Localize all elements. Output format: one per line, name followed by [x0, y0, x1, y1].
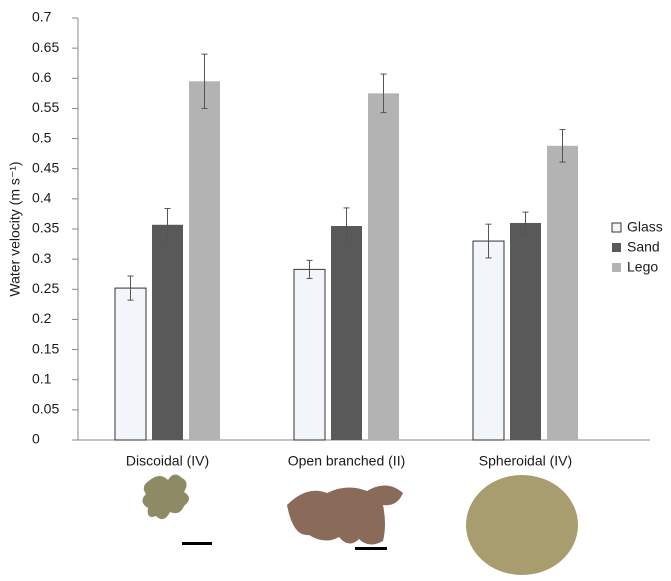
x-tick-label: Spheroidal (IV)	[479, 453, 572, 469]
scale-bar	[182, 542, 212, 545]
y-tick-label: 0.3	[32, 250, 52, 266]
bar	[547, 146, 578, 440]
bar	[510, 223, 541, 440]
coral-spheroidal	[466, 475, 578, 575]
bar	[294, 269, 325, 440]
y-tick-label: 0.15	[32, 340, 59, 356]
legend-swatch	[612, 223, 621, 232]
y-tick-label: 0.2	[32, 310, 52, 326]
legend-label: Glass	[627, 219, 663, 235]
y-tick-label: 0.65	[32, 39, 59, 55]
y-tick-label: 0	[32, 431, 40, 447]
bar	[331, 226, 362, 440]
coral-open-branched	[287, 485, 403, 544]
legend-label: Sand	[627, 239, 660, 255]
bar	[473, 241, 504, 440]
y-tick-label: 0.05	[32, 401, 59, 417]
scale-bar	[355, 547, 387, 550]
x-tick-label: Discoidal (IV)	[126, 453, 209, 469]
y-axis-title: Water velocity (m s⁻¹)	[7, 161, 23, 296]
coral-photos	[142, 474, 578, 575]
y-tick-label: 0.7	[32, 9, 52, 25]
legend-swatch	[612, 243, 621, 252]
y-tick-label: 0.6	[32, 69, 52, 85]
coral-discoidal	[142, 474, 189, 519]
legend-label: Lego	[627, 259, 658, 275]
chart: Water velocity (m s⁻¹) 0 0.05 0.1 0.15 0.2 0.…	[0, 0, 671, 581]
y-tick-label: 0.35	[32, 220, 59, 236]
bar	[152, 225, 183, 440]
y-tick-label: 0.55	[32, 99, 59, 115]
bar	[368, 93, 399, 440]
x-tick-label: Open branched (II)	[288, 453, 406, 469]
y-tick-label: 0.5	[32, 129, 52, 145]
y-tick-label: 0.25	[32, 280, 59, 296]
bar	[115, 288, 146, 440]
y-tick-label: 0.4	[32, 190, 52, 206]
bar	[189, 81, 220, 440]
y-tick-label: 0.1	[32, 370, 52, 386]
y-tick-label: 0.45	[32, 159, 59, 175]
legend-swatch	[612, 263, 621, 272]
